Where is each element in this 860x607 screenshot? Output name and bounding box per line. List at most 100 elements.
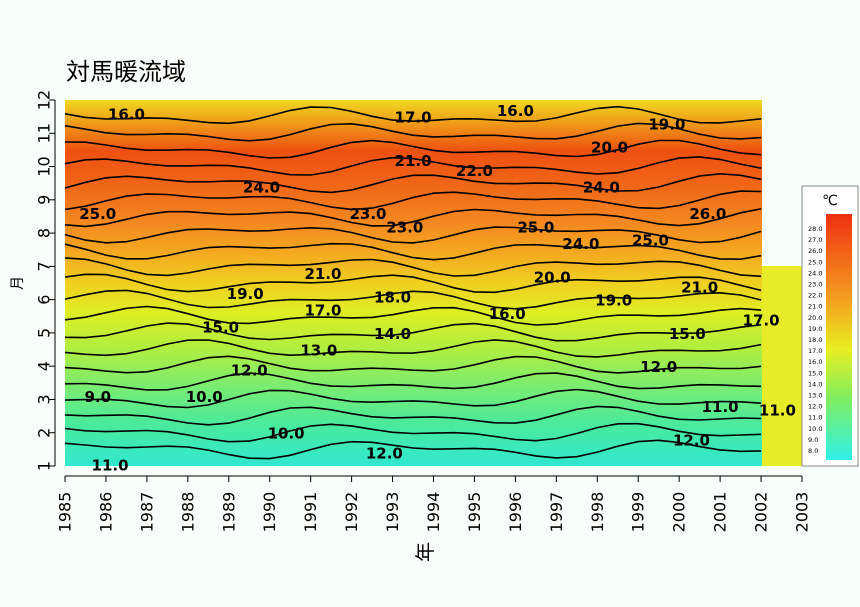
y-tick-label: 9 (35, 195, 54, 205)
y-tick-label: 1 (35, 461, 54, 471)
contour-label: 18.0 (374, 288, 411, 306)
contour-line (64, 156, 762, 176)
contour-label: 11.0 (92, 456, 129, 474)
y-tick-label: 4 (35, 361, 54, 371)
legend-label: 11.0 (808, 414, 822, 422)
contour-line (64, 422, 762, 443)
x-tick-label: 1999 (629, 492, 648, 533)
contour-label: 21.0 (681, 278, 718, 296)
y-tick-label: 11 (35, 123, 54, 143)
contour-label: 23.0 (349, 205, 386, 223)
x-tick-label: 1985 (56, 492, 75, 533)
legend-label: 26.0 (808, 247, 822, 255)
heat-field-tail (762, 266, 802, 466)
contour-line (64, 190, 762, 211)
contour-line (64, 372, 762, 391)
legend: ℃ 28.0 27.0 26.0 25.0 24.0 23.0 22.0 21.0 20.0 19… (801, 185, 859, 467)
legend-label: 18.0 (808, 336, 822, 344)
y-tick-label: 12 (35, 90, 54, 110)
contour-label: 22.0 (456, 162, 493, 180)
contour-line (64, 257, 762, 278)
contour-label: 20.0 (591, 139, 628, 157)
contour-label: 17.0 (304, 302, 341, 320)
contour-line (64, 105, 762, 125)
contour-line (64, 226, 762, 244)
contour-line (64, 355, 762, 374)
legend-label: 25.0 (808, 258, 822, 266)
x-tick-label: 1990 (260, 492, 279, 533)
contour-line (64, 122, 762, 142)
legend-unit: ℃ (822, 193, 838, 209)
contour-line (64, 172, 762, 194)
legend-label: 20.0 (808, 314, 822, 322)
contour-lines (64, 105, 762, 460)
legend-label: 21.0 (808, 303, 822, 311)
contour-label: 19.0 (595, 292, 632, 310)
contour-label: 11.0 (702, 398, 739, 416)
contour-label: 21.0 (395, 152, 432, 170)
legend-label: 24.0 (808, 269, 822, 277)
y-axis-label: 月 (10, 276, 26, 290)
contour-label: 20.0 (534, 268, 571, 286)
legend-label: 10.0 (808, 425, 822, 433)
x-tick-label: 1996 (506, 492, 525, 533)
legend-label: 19.0 (808, 325, 822, 333)
contour-label: 10.0 (268, 425, 305, 443)
legend-colorbar (826, 214, 852, 460)
y-tick-label: 8 (35, 228, 54, 238)
x-tick-label: 2000 (670, 492, 689, 533)
contour-label: 15.0 (202, 318, 239, 336)
plot-area: 16.0 17.0 16.0 19.0 20.0 21.0 22.0 24.0 24.0 25.0… (64, 100, 802, 474)
contour-label: 26.0 (689, 205, 726, 223)
legend-label: 28.0 (808, 225, 822, 233)
contour-label: 16.0 (489, 305, 526, 323)
contour-line (64, 439, 762, 460)
x-tick-label: 1987 (137, 492, 156, 533)
heat-field (65, 100, 762, 466)
contour-label: 12.0 (366, 445, 403, 463)
contour-label: 24.0 (583, 179, 620, 197)
contour-line (64, 273, 762, 294)
contour-label: 13.0 (300, 342, 337, 360)
y-tick-label: 6 (35, 295, 54, 305)
x-axis-label: 年 (413, 542, 437, 562)
legend-label: 9.0 (808, 436, 818, 444)
contour-label: 25.0 (517, 218, 554, 236)
contour-line (64, 405, 762, 426)
contour-labels: 16.0 17.0 16.0 19.0 20.0 21.0 22.0 24.0 24.0 25.0… (79, 102, 796, 474)
contour-line (64, 289, 762, 310)
legend-label: 12.0 (808, 403, 822, 411)
contour-label: 12.0 (231, 362, 268, 380)
y-tick-label: 7 (35, 261, 54, 271)
contour-label: 9.0 (84, 388, 111, 406)
x-tick-label: 2003 (793, 492, 812, 533)
legend-labels: 28.0 27.0 26.0 25.0 24.0 23.0 22.0 21.0 20.0 19.0… (808, 225, 822, 455)
y-tick-label: 5 (35, 328, 54, 338)
legend-label: 27.0 (808, 236, 822, 244)
x-tick-label: 1994 (424, 492, 443, 533)
legend-label: 14.0 (808, 380, 822, 388)
y-tick-label: 2 (35, 428, 54, 438)
contour-line (64, 388, 762, 409)
contour-label: 10.0 (186, 388, 223, 406)
contour-label: 25.0 (632, 232, 669, 250)
contour-label: 11.0 (759, 401, 796, 419)
x-tick-label: 1992 (342, 492, 361, 533)
contour-label: 23.0 (386, 218, 423, 236)
legend-label: 16.0 (808, 358, 822, 366)
contour-line (64, 339, 762, 358)
x-tick-label: 1995 (465, 492, 484, 533)
x-tick-label: 2001 (711, 492, 730, 533)
contour-label: 19.0 (227, 285, 264, 303)
legend-label: 15.0 (808, 369, 822, 377)
x-tick-label: 1998 (588, 492, 607, 533)
contour-label: 12.0 (640, 358, 677, 376)
legend-label: 13.0 (808, 392, 822, 400)
x-tick-label: 1986 (96, 492, 115, 533)
contour-label: 17.0 (743, 312, 780, 330)
contour-line (64, 208, 762, 228)
contour-line (64, 322, 762, 342)
legend-label: 23.0 (808, 281, 822, 289)
